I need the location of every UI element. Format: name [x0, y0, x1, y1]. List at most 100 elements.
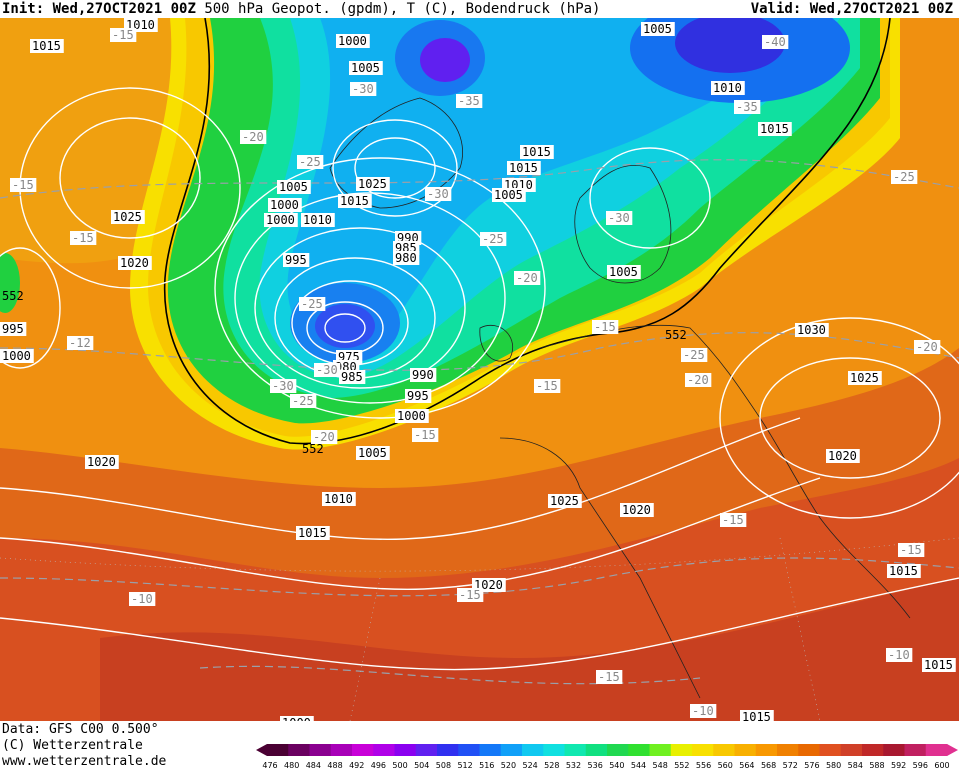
pressure-label: 1005 — [349, 61, 383, 75]
pressure-label: 1020 — [118, 256, 152, 270]
pressure-label: 1015 — [296, 526, 330, 540]
legend-swatch — [522, 744, 544, 756]
temperature-label: -10 — [886, 648, 913, 662]
legend-tick-label: 520 — [501, 761, 516, 770]
pressure-label: 1010 — [322, 492, 356, 506]
temperature-label-text: -15 — [459, 588, 481, 602]
pressure-label-text: 1015 — [340, 194, 369, 208]
temperature-label-text: -40 — [764, 35, 786, 49]
pressure-label: 1005 — [356, 446, 390, 460]
pressure-label-text: 1015 — [889, 564, 918, 578]
temperature-label-text: -15 — [536, 379, 558, 393]
data-source-line: Data: GFS C00 0.500° — [2, 722, 159, 737]
legend-tick-label: 480 — [284, 761, 299, 770]
pressure-label-text: 1025 — [550, 494, 579, 508]
west-edge-low — [0, 253, 20, 313]
pressure-label: 1000 — [280, 716, 314, 721]
pressure-label-text: 1015 — [522, 145, 551, 159]
geopotential-labels: 552 552 552 — [2, 289, 687, 456]
pressure-label: 1005 — [641, 22, 675, 36]
pressure-label: 1005 — [492, 188, 526, 202]
legend-tick-label: 536 — [588, 761, 603, 770]
copyright-line: (C) Wetterzentrale — [2, 738, 143, 753]
map-header: Init: Wed,27OCT2021 00Z 500 hPa Geopot. … — [0, 0, 959, 18]
legend-swatch — [862, 744, 884, 756]
pressure-label-text: 1010 — [303, 213, 332, 227]
temperature-label: -15 — [412, 428, 439, 442]
init-value: Wed,27OCT2021 00Z — [52, 1, 196, 17]
pressure-label-text: 1025 — [850, 371, 879, 385]
pressure-label-text: 1020 — [120, 256, 149, 270]
legend-swatch — [734, 744, 757, 756]
temperature-label: -20 — [240, 130, 267, 144]
temperature-label: -25 — [681, 348, 708, 362]
greenland-low-inner — [420, 38, 470, 82]
pressure-label-text: 1020 — [622, 503, 651, 517]
pressure-label: 1015 — [922, 658, 956, 672]
pressure-label-text: 1010 — [324, 492, 353, 506]
legend-swatch — [543, 744, 565, 756]
pressure-label: 1015 — [758, 122, 792, 136]
legend-tick-label: 476 — [262, 761, 277, 770]
pressure-label: 1000 — [395, 409, 429, 423]
legend-tick-label: 588 — [869, 761, 884, 770]
temperature-label-text: -25 — [299, 155, 321, 169]
legend-tick-label: 600 — [934, 761, 949, 770]
legend-tick-label: 508 — [436, 761, 451, 770]
color-legend — [256, 744, 958, 756]
temperature-label: -20 — [914, 340, 941, 354]
init-line: Init: Wed,27OCT2021 00Z 500 hPa Geopot. … — [2, 0, 600, 18]
temperature-label-text: -20 — [242, 130, 264, 144]
temperature-label-text: -30 — [352, 82, 374, 96]
pressure-label-text: 1000 — [266, 213, 295, 227]
pressure-label-text: 1005 — [609, 265, 638, 279]
pressure-label: 995 — [0, 322, 27, 336]
pressure-label: 1010 — [711, 81, 745, 95]
legend-tick-label: 532 — [566, 761, 581, 770]
temperature-label: -30 — [606, 211, 633, 225]
legend-swatch — [373, 744, 395, 756]
temperature-label-text: -15 — [598, 670, 620, 684]
pressure-label-text: 1000 — [338, 34, 367, 48]
pressure-label-text: 1005 — [494, 188, 523, 202]
pressure-label: 1025 — [848, 371, 882, 385]
pressure-label-text: 1005 — [279, 180, 308, 194]
legend-tick-label: 556 — [696, 761, 711, 770]
pressure-label-text: 1015 — [298, 526, 327, 540]
temperature-label-text: -15 — [722, 513, 744, 527]
pressure-label: 1005 — [277, 180, 311, 194]
map-canvas: 1010 1015 1015 1000 1005 1005 1010 1015 1015 1010… — [0, 18, 959, 721]
temperature-label-text: -35 — [458, 94, 480, 108]
temperature-label: -30 — [425, 187, 452, 201]
temperature-label: -30 — [270, 379, 297, 393]
pressure-label-text: 1015 — [742, 710, 771, 721]
pressure-label-text: 1000 — [2, 349, 31, 363]
legend-tick-label: 496 — [371, 761, 386, 770]
temperature-label: -20 — [685, 373, 712, 387]
geopotential-label-text: 552 — [665, 328, 687, 342]
legend-swatch — [267, 744, 289, 756]
pressure-label-text: 1030 — [797, 323, 826, 337]
temperature-label: -35 — [456, 94, 483, 108]
weather-map: 1010 1015 1015 1000 1005 1005 1010 1015 1015 1010… — [0, 18, 959, 721]
temperature-label: -15 — [457, 588, 484, 602]
temperature-label: -25 — [299, 297, 326, 311]
pressure-label-text: 1015 — [32, 39, 61, 53]
legend-tick-label: 528 — [544, 761, 559, 770]
temperature-label: -20 — [311, 430, 338, 444]
pressure-label: 1000 — [268, 198, 302, 212]
pressure-label-text: 1025 — [358, 177, 387, 191]
temperature-label: -30 — [314, 363, 341, 377]
geopotential-label: 552 — [2, 289, 24, 303]
legend-tick-label: 548 — [653, 761, 668, 770]
warm-zone-592 — [100, 578, 959, 721]
temperature-label-text: -25 — [301, 297, 323, 311]
legend-tick-label: 544 — [631, 761, 646, 770]
legend-swatch — [925, 744, 948, 756]
legend-swatch — [585, 744, 608, 756]
pressure-label-text: 995 — [2, 322, 24, 336]
pressure-label-text: 1020 — [828, 449, 857, 463]
temperature-label-text: -15 — [900, 543, 922, 557]
legend-swatch — [713, 744, 735, 756]
legend-tick-label: 580 — [826, 761, 841, 770]
